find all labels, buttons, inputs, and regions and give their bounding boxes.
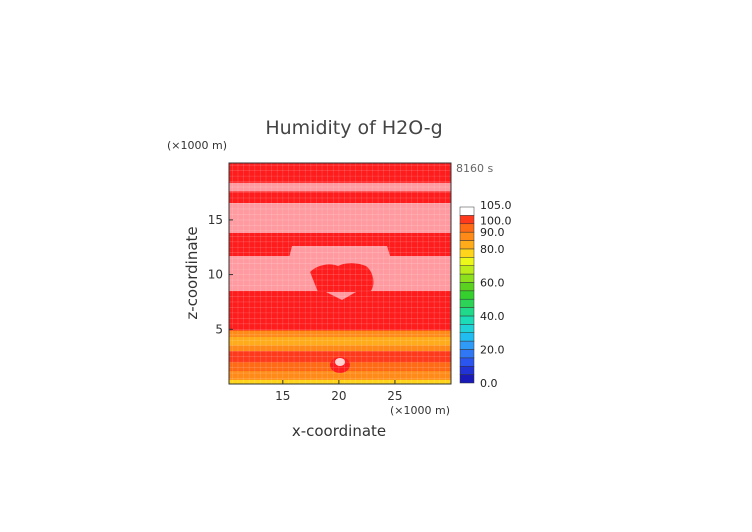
plot-frame [228, 162, 452, 385]
colorbar-swatch [459, 349, 475, 359]
colorbar-tick-label: 40.0 [480, 310, 505, 323]
humidity-band-5 [229, 336, 451, 346]
humidity-band-4 [229, 345, 451, 352]
colorbar-tick-label: 105.0 [480, 199, 512, 212]
x-tick-label: 15 [275, 389, 290, 403]
colorbar-swatch [459, 365, 475, 375]
colorbar-swatch [459, 282, 475, 292]
central-cloud-cap [288, 246, 392, 272]
colorbar-swatch [459, 340, 475, 350]
notch-under-dome [326, 292, 356, 300]
central-dome [310, 263, 374, 292]
colorbar-swatch [459, 248, 475, 258]
colorbar-swatch [459, 324, 475, 333]
colorbar-swatch [459, 332, 475, 342]
humidity-band-14 [229, 163, 451, 174]
x-tick-label: 20 [331, 389, 346, 403]
humidity-band-6 [229, 330, 451, 337]
colorbar-tick-label: 90.0 [480, 226, 505, 239]
y-tick-label: 10 [208, 268, 223, 282]
plot-grid [229, 163, 451, 384]
x-tick-label: 25 [387, 389, 402, 403]
colorbar-swatch [459, 357, 475, 367]
colorbar-swatch [459, 231, 475, 241]
colorbar-tick-label: 100.0 [480, 214, 512, 227]
colorbar-swatch [459, 315, 475, 325]
humidity-band-1 [229, 370, 451, 380]
chart-title: Humidity of H2O-g [265, 117, 442, 139]
axis-ticks: 15 20 25 5 10 15 [208, 213, 403, 403]
humidity-band-0 [229, 379, 451, 384]
humidity-band-11 [229, 191, 451, 207]
colorbar-tick-label: 60.0 [480, 276, 505, 289]
colorbar-swatch [459, 240, 475, 250]
humidity-band-3 [229, 351, 451, 363]
colorbar-swatch [459, 374, 475, 384]
humidity-features [229, 203, 451, 373]
colorbar-swatch [459, 265, 475, 275]
colorbar-tick-label: 20.0 [480, 343, 505, 356]
colorbar-swatch [459, 273, 475, 283]
humidity-band-12 [229, 182, 451, 192]
x-axis-label: x-coordinate [292, 422, 386, 440]
y-unit-label: (×1000 m) [167, 139, 227, 152]
colorbar-swatch [459, 290, 475, 300]
colorbar-swatch [459, 215, 475, 225]
mid-band-right [376, 262, 451, 286]
colorbar-tick-label: 80.0 [480, 243, 505, 256]
colorbar-swatch [459, 298, 475, 308]
upper-moist-bulge [229, 203, 451, 232]
mid-band-left [229, 262, 300, 286]
x-unit-label: (×1000 m) [390, 404, 450, 417]
humidity-band-13 [229, 173, 451, 183]
colorbar-swatch [459, 257, 475, 266]
colorbar-tick-label: 0.0 [480, 377, 498, 390]
time-label: 8160 s [456, 162, 493, 175]
y-tick-label: 15 [208, 213, 223, 227]
colorbar-swatch [459, 223, 475, 233]
humidity-band-9 [229, 233, 451, 256]
colorbar-swatch [459, 206, 475, 216]
y-tick-label: 5 [215, 322, 223, 336]
plot-area [229, 163, 451, 384]
colorbar-swatch [459, 307, 475, 317]
y-axis-label: z-coordinate [183, 226, 201, 319]
low-level-cell-core [335, 358, 345, 366]
